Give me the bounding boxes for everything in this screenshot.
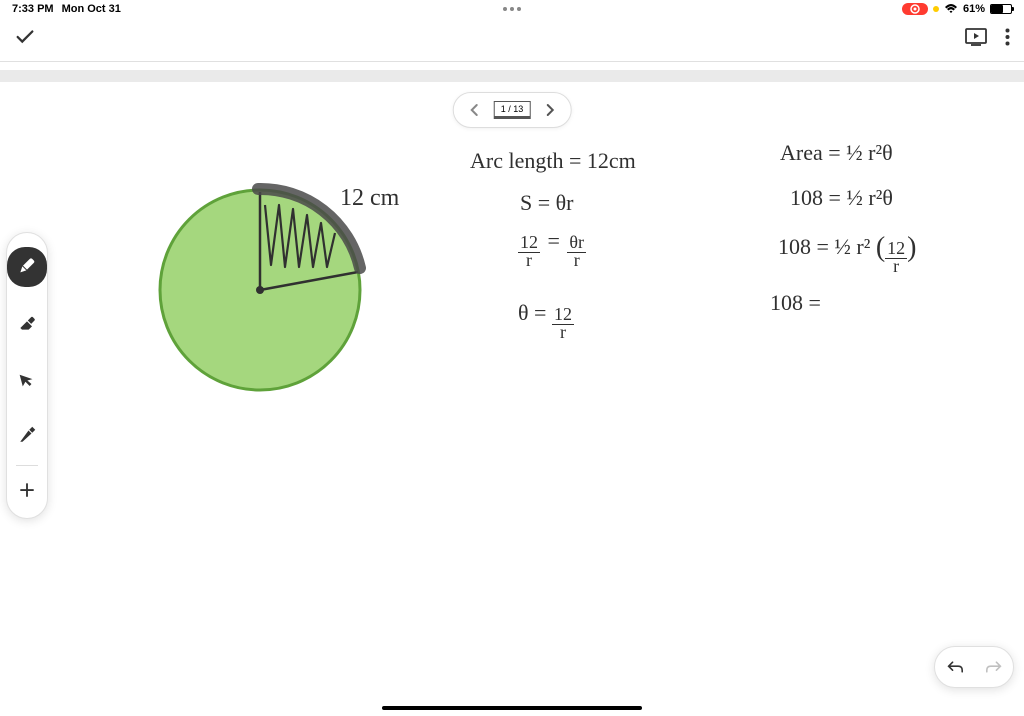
wifi-icon [944,4,958,14]
tool-divider [16,465,38,466]
page-navigator: 1 / 13 [453,92,572,128]
eraser-tool[interactable] [7,295,47,351]
status-center-dots [503,7,521,11]
text-108a: 108 = ½ r²θ [790,185,893,211]
text-s-eq: S = θr [520,190,574,216]
next-page-button[interactable] [534,95,564,125]
recording-indicator[interactable] [902,3,928,15]
battery-pct: 61% [963,3,985,15]
laser-tool[interactable] [7,407,47,463]
status-bar: 7:33 PM Mon Oct 31 61% [0,0,1024,18]
text-108b: 108 = ½ r² (12r) [778,232,917,275]
add-tool[interactable] [7,468,47,512]
tool-sidebar [6,232,48,519]
app-header [0,18,1024,62]
status-date: Mon Oct 31 [62,3,121,15]
more-icon[interactable] [1005,28,1010,51]
home-indicator[interactable] [382,706,642,710]
cast-icon[interactable] [965,28,987,51]
text-theta-eq: θ = 12r [518,300,574,341]
text-108c: 108 = [770,290,821,316]
arc-label: 12 cm [340,185,399,212]
pen-tool[interactable] [7,247,47,287]
undo-redo-bar [934,646,1014,688]
battery-icon [990,4,1012,14]
location-dot-icon [933,6,939,12]
center-dot [256,286,264,294]
prev-page-button[interactable] [460,95,490,125]
text-frac-left: 12r = θrr [518,228,586,269]
text-arc-length: Arc length = 12cm [470,148,636,174]
status-left: 7:33 PM Mon Oct 31 [12,3,121,15]
canvas-area[interactable]: 12 cm Arc length = 12cm S = θr 12r = θrr… [0,70,1024,688]
status-right: 61% [902,3,1012,15]
status-time: 7:33 PM [12,3,54,15]
done-button[interactable] [14,26,36,53]
page-counter[interactable]: 1 / 13 [494,101,531,119]
text-area-eq: Area = ½ r²θ [780,140,893,166]
redo-button[interactable] [974,647,1013,687]
undo-button[interactable] [935,647,974,687]
pointer-tool[interactable] [7,351,47,407]
